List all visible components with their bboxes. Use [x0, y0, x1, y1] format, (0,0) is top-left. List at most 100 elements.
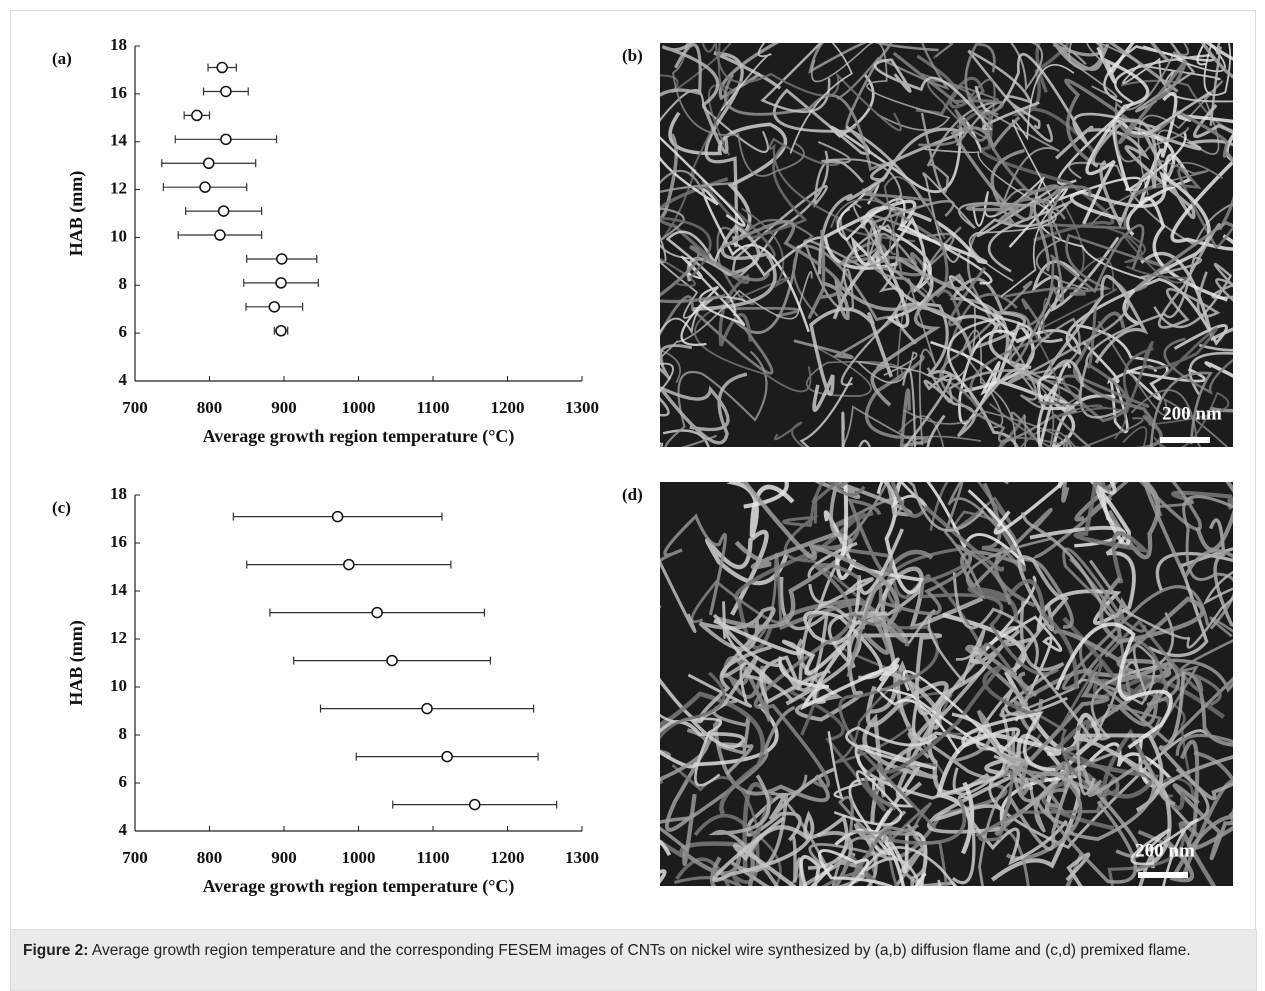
x-tick-label: 1000 — [342, 848, 376, 867]
fiber — [902, 368, 917, 447]
fiber — [661, 43, 729, 154]
fiber — [1042, 199, 1118, 329]
fiber — [1035, 758, 1156, 841]
fiber — [818, 848, 927, 886]
fiber — [1153, 262, 1233, 329]
fiber — [860, 845, 957, 886]
panel-label: (a) — [52, 49, 72, 68]
fiber — [1064, 59, 1188, 168]
fiber — [840, 224, 905, 386]
fiber — [686, 224, 777, 311]
fiber — [927, 759, 1033, 834]
fiber — [838, 795, 920, 844]
fiber — [1122, 391, 1230, 447]
y-tick-label: 18 — [110, 484, 127, 503]
fiber — [660, 677, 705, 724]
y-tick-label: 4 — [119, 370, 128, 389]
fiber — [760, 43, 831, 114]
fiber — [708, 774, 789, 886]
fiber — [660, 169, 733, 242]
fiber — [660, 728, 709, 782]
fiber — [1157, 223, 1221, 329]
fiber — [907, 482, 985, 532]
fiber — [660, 43, 702, 97]
fiber — [660, 749, 671, 759]
fiber — [773, 421, 806, 447]
figure: 4 6 8 10 12 14 16 18 700 800 900 1000 1100 1200 1300 Av… — [52, 35, 1233, 897]
fiber — [846, 543, 1012, 678]
fiber — [967, 579, 1079, 690]
fiber — [811, 482, 866, 505]
x-tick-label: 900 — [271, 398, 297, 417]
point — [203, 157, 215, 169]
fiber — [1029, 525, 1136, 632]
fiber — [770, 774, 890, 886]
fiber — [1135, 43, 1196, 113]
fiber — [1133, 103, 1233, 151]
fiber — [1122, 327, 1218, 415]
fiber — [960, 321, 1116, 447]
fiber — [809, 307, 893, 412]
fiber — [1073, 311, 1163, 447]
fiber — [876, 482, 1027, 568]
fiber — [818, 127, 969, 275]
fiber — [1163, 337, 1233, 395]
y-tick-label: 14 — [110, 580, 128, 599]
caption-text: Average growth region temperature and th… — [88, 942, 1191, 959]
fiber — [855, 306, 976, 384]
y-tick-label: 12 — [110, 178, 127, 197]
panel-label: (c) — [52, 498, 71, 517]
fiber — [835, 482, 905, 540]
fiber — [1114, 43, 1190, 163]
fiber — [1061, 300, 1150, 423]
y-tick-label: 6 — [119, 772, 128, 791]
fiber — [841, 278, 937, 447]
fiber — [861, 670, 943, 798]
fiber — [850, 216, 932, 293]
fiber — [1042, 274, 1149, 388]
fiber — [1134, 220, 1233, 292]
fiber — [995, 184, 1067, 366]
fiber — [660, 43, 739, 95]
fiber — [1000, 63, 1075, 297]
fiber — [1118, 109, 1233, 231]
fiber — [799, 855, 834, 886]
fiber — [903, 367, 1025, 447]
fiber — [1082, 46, 1150, 225]
fiber — [878, 670, 997, 755]
fiber — [1012, 555, 1069, 678]
fiber — [823, 199, 988, 270]
fiber — [719, 219, 843, 319]
fiber — [1104, 618, 1222, 713]
fiber — [1209, 43, 1222, 126]
point — [421, 702, 433, 715]
fiber — [978, 777, 1052, 886]
point — [191, 109, 203, 122]
fiber — [920, 100, 1002, 194]
x-tick-label: 1300 — [565, 848, 599, 867]
fiber — [803, 528, 904, 680]
x-tick-label: 1100 — [416, 398, 449, 417]
fiber — [1130, 818, 1199, 886]
fiber — [1073, 482, 1151, 584]
y-tick-label: 16 — [110, 83, 127, 102]
fiber — [660, 559, 697, 633]
x-axis-title: Average growth region temperature (°C) — [203, 876, 515, 897]
point — [468, 798, 481, 811]
point — [276, 253, 288, 265]
fiber — [870, 257, 966, 407]
fiber — [1091, 658, 1233, 745]
fiber — [827, 731, 903, 826]
x-tick-label: 1000 — [342, 398, 376, 417]
fiber — [690, 552, 783, 647]
fiber — [918, 43, 996, 147]
panel-label: (d) — [622, 485, 643, 504]
fiber — [864, 663, 1040, 811]
fiber — [830, 176, 946, 272]
point — [371, 606, 383, 619]
fiber — [1158, 671, 1233, 806]
fiber — [660, 84, 733, 287]
x-tick-label: 700 — [122, 398, 148, 417]
fiber — [866, 200, 955, 300]
